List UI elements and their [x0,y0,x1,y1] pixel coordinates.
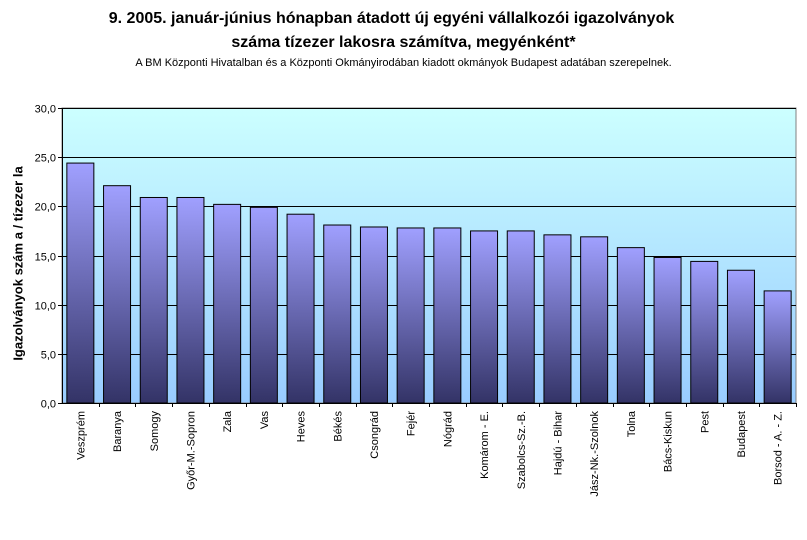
x-tick-label: Szabolcs-Sz.-B. [516,411,528,489]
y-tick-label: 25,0 [35,153,56,165]
y-axis-label: Igazolványok szám a / tízezer la [10,166,26,361]
x-tick-label: Heves [296,411,308,443]
x-tick-label: Csongrád [369,411,381,459]
bar [506,230,535,404]
bar [543,234,572,404]
x-tick-label: Jász-Nk.-Szolnok [589,411,601,497]
x-tick-label: Komárom - E. [479,411,491,479]
x-tick-label: Budapest [736,411,748,457]
x-tick-label: Baranya [112,410,124,452]
bar [286,213,315,404]
chart-title-line-2: száma tízezer lakosra számítva, megyénké… [231,34,576,51]
y-tick-label: 15,0 [35,252,56,264]
bar [396,227,425,404]
bar [213,203,242,404]
y-tick-label: 20,0 [35,202,56,214]
bar [690,260,719,404]
x-tick-label: Borsod - A. - Z. [773,411,785,485]
x-tick-label: Nógrád [442,411,454,447]
bar [66,162,95,404]
chart-title-line-1: 9. 2005. január-június hónapban átadott … [108,10,675,27]
bar [359,226,388,404]
x-tick-label: Veszprém [75,411,87,460]
chart-subtitle: A BM Központi Hivatalban és a Központi O… [135,57,672,69]
bar [726,269,755,404]
bar [653,256,682,404]
bar [176,196,205,404]
x-tick-label: Hajdú - Bihar [552,411,564,476]
bar [470,230,499,404]
x-tick-label: Békés [332,411,344,442]
y-tick-label: 10,0 [35,301,56,313]
bar [763,290,792,404]
x-tick-label: Pest [699,411,711,433]
bar [323,224,352,404]
x-tick-label: Vas [259,411,271,430]
bar [139,196,168,404]
bar [103,185,132,404]
y-tick-label: 30,0 [35,104,56,116]
x-tick-label: Tolna [626,410,638,437]
bar [433,227,462,404]
bar [249,206,278,404]
bar [580,236,609,404]
y-tick-label: 5,0 [41,350,56,362]
x-tick-label: Fejér [406,411,418,436]
x-tick-label: Bács-Kiskun [663,411,675,472]
x-tick-label: Zala [222,410,234,432]
plot-area [61,107,797,404]
bar [616,247,645,404]
x-tick-label: Somogy [149,411,161,452]
y-tick-label: 0,0 [41,399,56,411]
x-tick-label: Győr-M.-Sopron [185,411,197,490]
